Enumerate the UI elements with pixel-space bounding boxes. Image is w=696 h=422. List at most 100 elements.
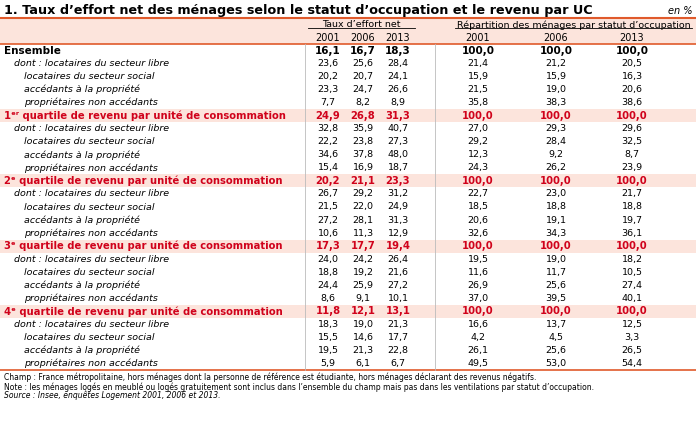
Text: 24,1: 24,1 bbox=[388, 72, 409, 81]
Text: 18,8: 18,8 bbox=[546, 203, 567, 211]
Text: 100,0: 100,0 bbox=[615, 46, 649, 56]
Text: 24,0: 24,0 bbox=[317, 254, 338, 264]
Text: 27,0: 27,0 bbox=[468, 124, 489, 133]
Text: 25,6: 25,6 bbox=[352, 59, 374, 68]
Text: 24,7: 24,7 bbox=[352, 85, 374, 94]
Text: 22,8: 22,8 bbox=[388, 346, 409, 355]
Text: 11,7: 11,7 bbox=[546, 268, 567, 277]
Text: 23,6: 23,6 bbox=[317, 59, 338, 68]
Text: 4,5: 4,5 bbox=[548, 333, 564, 342]
Text: 21,4: 21,4 bbox=[468, 59, 489, 68]
Text: 31,3: 31,3 bbox=[386, 111, 411, 121]
Text: 18,7: 18,7 bbox=[388, 163, 409, 172]
Text: propriétaires non accédants: propriétaires non accédants bbox=[24, 98, 158, 108]
Text: 26,2: 26,2 bbox=[546, 163, 567, 172]
Text: dont : locataires du secteur libre: dont : locataires du secteur libre bbox=[14, 189, 169, 198]
Text: 21,6: 21,6 bbox=[388, 268, 409, 277]
Text: 28,4: 28,4 bbox=[388, 59, 409, 68]
Text: 25,6: 25,6 bbox=[546, 281, 567, 290]
Text: 2013: 2013 bbox=[386, 33, 411, 43]
Text: 2ᵉ quartile de revenu par unité de consommation: 2ᵉ quartile de revenu par unité de conso… bbox=[4, 176, 283, 186]
Text: 100,0: 100,0 bbox=[462, 306, 494, 316]
Text: 24,2: 24,2 bbox=[352, 254, 374, 264]
Text: 32,8: 32,8 bbox=[317, 124, 338, 133]
Text: 100,0: 100,0 bbox=[616, 306, 648, 316]
Text: 11,6: 11,6 bbox=[468, 268, 489, 277]
Text: 29,6: 29,6 bbox=[622, 124, 642, 133]
Text: accédants à la propriété: accédants à la propriété bbox=[24, 215, 140, 225]
Text: 1. Taux d’effort net des ménages selon le statut d’occupation et le revenu par U: 1. Taux d’effort net des ménages selon l… bbox=[4, 4, 592, 17]
Text: 20,6: 20,6 bbox=[468, 216, 489, 225]
Text: 40,1: 40,1 bbox=[622, 294, 642, 303]
Text: 15,4: 15,4 bbox=[317, 163, 338, 172]
Text: Source : Insee, enquêtes Logement 2001, 2006 et 2013.: Source : Insee, enquêtes Logement 2001, … bbox=[4, 391, 221, 400]
Text: 6,1: 6,1 bbox=[356, 359, 370, 368]
Text: 19,5: 19,5 bbox=[468, 254, 489, 264]
Text: 34,3: 34,3 bbox=[546, 229, 567, 238]
Text: 100,0: 100,0 bbox=[540, 241, 572, 251]
Text: 11,3: 11,3 bbox=[352, 229, 374, 238]
Text: 24,4: 24,4 bbox=[317, 281, 338, 290]
Text: 9,1: 9,1 bbox=[356, 294, 370, 303]
Text: 32,5: 32,5 bbox=[622, 137, 642, 146]
Text: 100,0: 100,0 bbox=[540, 111, 572, 121]
Text: 100,0: 100,0 bbox=[539, 46, 573, 56]
Text: 8,6: 8,6 bbox=[320, 294, 335, 303]
Text: dont : locataires du secteur libre: dont : locataires du secteur libre bbox=[14, 320, 169, 329]
Text: 100,0: 100,0 bbox=[616, 111, 648, 121]
Text: 19,5: 19,5 bbox=[317, 346, 338, 355]
Text: 40,7: 40,7 bbox=[388, 124, 409, 133]
Text: 39,5: 39,5 bbox=[546, 294, 567, 303]
Text: 34,6: 34,6 bbox=[317, 150, 338, 160]
Text: 21,7: 21,7 bbox=[622, 189, 642, 198]
Text: locataires du secteur social: locataires du secteur social bbox=[24, 203, 155, 211]
Text: 8,9: 8,9 bbox=[390, 98, 406, 107]
Text: 37,0: 37,0 bbox=[468, 294, 489, 303]
Text: 11,8: 11,8 bbox=[315, 306, 340, 316]
Text: 18,5: 18,5 bbox=[468, 203, 489, 211]
Text: 25,6: 25,6 bbox=[546, 346, 567, 355]
Text: 18,3: 18,3 bbox=[385, 46, 411, 56]
Text: Ensemble: Ensemble bbox=[4, 46, 61, 56]
Text: 26,5: 26,5 bbox=[622, 346, 642, 355]
Text: 19,0: 19,0 bbox=[352, 320, 374, 329]
Text: 37,8: 37,8 bbox=[352, 150, 374, 160]
Text: Répartition des ménages par statut d’occupation: Répartition des ménages par statut d’occ… bbox=[457, 20, 690, 30]
Text: 12,5: 12,5 bbox=[622, 320, 642, 329]
Text: 18,3: 18,3 bbox=[317, 320, 338, 329]
Text: 100,0: 100,0 bbox=[540, 176, 572, 186]
Text: 26,9: 26,9 bbox=[468, 281, 489, 290]
Text: 15,5: 15,5 bbox=[317, 333, 338, 342]
Text: 21,5: 21,5 bbox=[468, 85, 489, 94]
Text: 19,0: 19,0 bbox=[546, 85, 567, 94]
Text: 10,5: 10,5 bbox=[622, 268, 642, 277]
Text: 13,7: 13,7 bbox=[546, 320, 567, 329]
Text: 24,3: 24,3 bbox=[468, 163, 489, 172]
Text: 38,6: 38,6 bbox=[622, 98, 642, 107]
Text: 19,7: 19,7 bbox=[622, 216, 642, 225]
Text: 49,5: 49,5 bbox=[468, 359, 489, 368]
Text: 9,2: 9,2 bbox=[548, 150, 564, 160]
Text: 27,4: 27,4 bbox=[622, 281, 642, 290]
Text: 12,3: 12,3 bbox=[468, 150, 489, 160]
Text: 23,9: 23,9 bbox=[622, 163, 642, 172]
Text: locataires du secteur social: locataires du secteur social bbox=[24, 333, 155, 342]
Text: 2006: 2006 bbox=[544, 33, 569, 43]
Text: dont : locataires du secteur libre: dont : locataires du secteur libre bbox=[14, 124, 169, 133]
Text: 23,8: 23,8 bbox=[352, 137, 374, 146]
Text: 21,3: 21,3 bbox=[388, 320, 409, 329]
Text: 100,0: 100,0 bbox=[616, 241, 648, 251]
Text: dont : locataires du secteur libre: dont : locataires du secteur libre bbox=[14, 59, 169, 68]
Text: 38,3: 38,3 bbox=[546, 98, 567, 107]
Text: 2006: 2006 bbox=[351, 33, 375, 43]
Bar bbox=[0, 240, 696, 253]
Text: 13,1: 13,1 bbox=[386, 306, 411, 316]
Text: propriétaires non accédants: propriétaires non accédants bbox=[24, 228, 158, 238]
Text: 3,3: 3,3 bbox=[624, 333, 640, 342]
Text: 17,3: 17,3 bbox=[315, 241, 340, 251]
Text: 100,0: 100,0 bbox=[616, 176, 648, 186]
Text: 26,1: 26,1 bbox=[468, 346, 489, 355]
Text: 31,2: 31,2 bbox=[388, 189, 409, 198]
Text: 19,0: 19,0 bbox=[546, 254, 567, 264]
Text: 27,3: 27,3 bbox=[388, 137, 409, 146]
